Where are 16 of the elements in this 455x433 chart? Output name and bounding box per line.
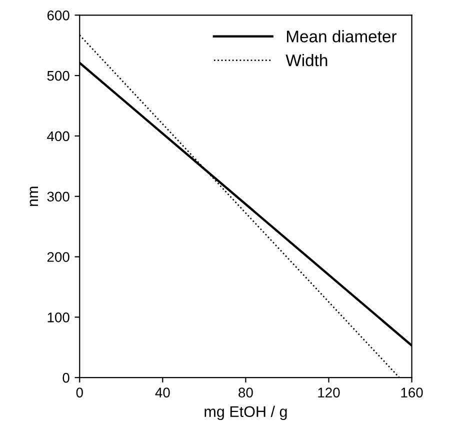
x-tick-label: 120 [318,388,340,398]
legend-label: Mean diameter [286,30,397,42]
y-tick-label: 300 [47,192,70,202]
x-tick-label: 160 [401,388,423,398]
legend-label: Width [286,54,328,66]
y-tick-label: 400 [47,131,70,142]
x-tick-label: 0 [76,388,83,398]
y-tick-label: 0 [62,372,70,383]
y-tick-label: 500 [47,70,70,81]
y-axis-title: nm [30,186,38,206]
x-tick-label: 80 [238,388,253,398]
x-axis-title: mg EtOH / g [204,406,287,420]
y-tick-label: 600 [47,10,70,20]
x-tick-label: 40 [155,388,170,398]
y-tick-label: 200 [47,252,70,262]
y-tick-label: 100 [48,312,70,322]
